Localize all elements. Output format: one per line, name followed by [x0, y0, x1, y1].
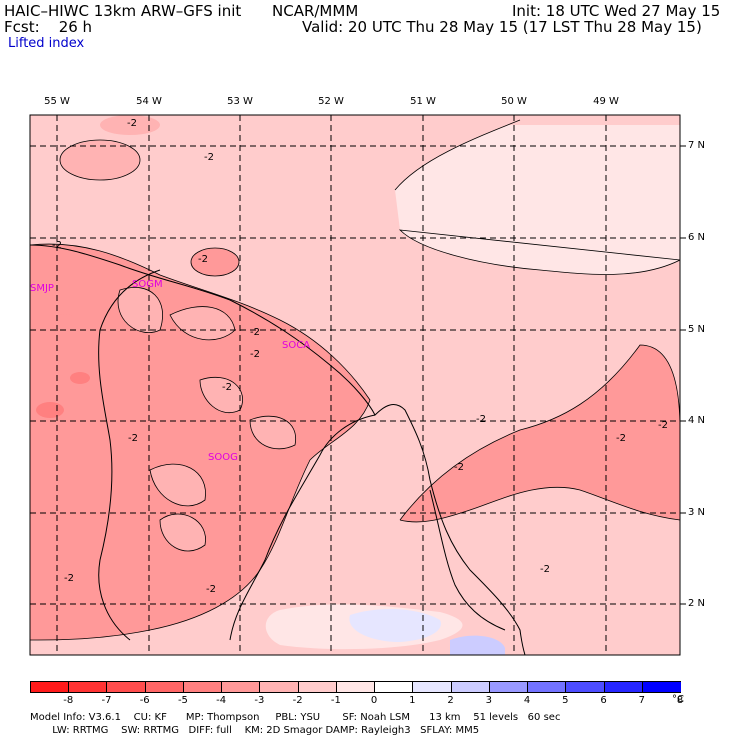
- contour-label: -2: [52, 240, 62, 251]
- colorbar-tick-label: -1: [330, 695, 341, 706]
- colorbar-cell: [603, 681, 643, 693]
- colorbar-tick-label: 7: [638, 695, 645, 706]
- contour-lines: [30, 119, 680, 641]
- colorbar-cell: [374, 681, 414, 693]
- lon-label: 54 W: [136, 96, 162, 107]
- colorbar-cell: [297, 681, 337, 693]
- forecast-hour: Fcst: 26 h: [4, 18, 93, 36]
- colorbar-tick-label: 6: [600, 695, 607, 706]
- contour-label: -2: [250, 327, 260, 338]
- field-region-minus2-east: [400, 345, 680, 522]
- contour-label: -2: [64, 573, 74, 584]
- lat-lon-grid: [30, 115, 680, 655]
- map-frame: [29, 114, 681, 656]
- lat-label: 5 N: [688, 324, 706, 335]
- lon-label: 51 W: [410, 96, 436, 107]
- colorbar-cell: [182, 681, 223, 693]
- valid-time: Valid: 20 UTC Thu 28 May 15 (17 LST Thu …: [302, 18, 702, 36]
- field-region-plus2: [450, 635, 505, 655]
- model-title: HAIC–HIWC 13km ARW–GFS init: [4, 2, 242, 20]
- colorbar-cell: [641, 681, 681, 693]
- lon-label: 52 W: [318, 96, 344, 107]
- field-region-minus2: [30, 244, 370, 640]
- colorbar-tick-label: -5: [177, 695, 188, 706]
- colorbar-tick-label: 1: [409, 695, 416, 706]
- colorbar-tick-label: -4: [216, 695, 227, 706]
- lat-label: 3 N: [688, 507, 706, 518]
- colorbar-tick-label: -8: [63, 695, 74, 706]
- lon-label: 50 W: [501, 96, 527, 107]
- colorbar-cell: [106, 681, 146, 693]
- contour-label: -2: [540, 564, 550, 575]
- contour-label: -2: [250, 349, 260, 360]
- colorbar-tick-label: 5: [562, 695, 569, 706]
- colorbar-tick-label: -2: [292, 695, 303, 706]
- model-info-line2: LW: RRTMG SW: RRTMG DIFF: full KM: 2D Sm…: [30, 725, 480, 736]
- colorbar-tick-label: -6: [139, 695, 150, 706]
- colorbar-tick-label: 3: [485, 695, 492, 706]
- lat-label: 4 N: [688, 415, 706, 426]
- contour-label: -2: [616, 433, 626, 444]
- lat-label: 6 N: [688, 232, 706, 243]
- field-region-plus1: [349, 608, 441, 642]
- colorbar-tick-label: 8: [676, 695, 684, 706]
- contour-label: -2: [198, 254, 208, 265]
- colorbar-cell: [488, 681, 529, 693]
- field-name: Lifted index: [8, 36, 85, 51]
- lon-label: 55 W: [44, 96, 70, 107]
- colorbar-tick-label: 4: [523, 695, 531, 706]
- station-label: SOGM: [132, 279, 163, 290]
- colorbar-tick-label: -7: [101, 695, 112, 706]
- station-label: SMJP: [30, 283, 54, 294]
- init-time: Init: 18 UTC Wed 27 May 15: [512, 2, 721, 20]
- colorbar-cell: [259, 681, 299, 693]
- lat-label: 7 N: [688, 140, 706, 151]
- station-label: SOOG: [208, 452, 238, 463]
- contour-label: -2: [222, 382, 232, 393]
- colorbar-tick-label: 2: [447, 695, 454, 706]
- colorbar-unit: °C: [672, 694, 684, 705]
- colorbar-tick-label: -3: [254, 695, 265, 706]
- lon-label: 53 W: [227, 96, 253, 107]
- contour-label: -2: [128, 433, 138, 444]
- contour-label: -2: [206, 584, 216, 595]
- colorbar-cell: [565, 681, 605, 693]
- contour-label: -2: [204, 152, 214, 163]
- model-info-line1: Model Info: V3.6.1 CU: KF MP: Thompson P…: [30, 712, 561, 723]
- colorbar-cell: [527, 681, 567, 693]
- agency-label: NCAR/MMM: [272, 2, 359, 20]
- lon-label: 49 W: [593, 96, 619, 107]
- contour-label: -2: [454, 462, 464, 473]
- contour-label: -2: [127, 118, 137, 129]
- contour-label: -2: [658, 420, 668, 431]
- colorbar-tick-label: 0: [370, 695, 378, 706]
- contour-label: -2: [476, 414, 486, 425]
- colorbar-cell: [412, 681, 452, 693]
- colorbar-cell: [144, 681, 184, 693]
- colorbar-cell: [30, 681, 70, 693]
- coastline: [30, 244, 526, 655]
- lat-label: 2 N: [688, 598, 706, 609]
- colorbar-cell: [68, 681, 108, 693]
- colorbar-cell: [335, 681, 376, 693]
- colorbar-cell: [450, 681, 490, 693]
- field-region-0: [395, 120, 680, 275]
- colorbar-cell: [221, 681, 261, 693]
- station-label: SOCA: [282, 340, 311, 351]
